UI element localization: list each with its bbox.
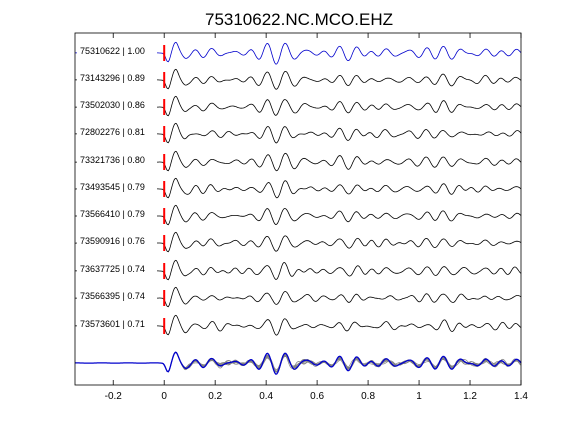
trace-label-bg-10	[77, 290, 157, 302]
x-tick-label: 1.2	[463, 391, 477, 402]
trace-label-11: 73573601 | 0.71	[80, 319, 145, 329]
axes-layer: -0.2 0 0.2 0.4 0.6 0.8 1 1.2 1.4	[74, 32, 528, 402]
x-tick-label: 0.6	[310, 391, 324, 402]
trace-label-bg-11	[77, 318, 157, 330]
trace-label-bg-3	[77, 99, 157, 111]
chart-title: 75310622.NC.MCO.EHZ	[205, 10, 393, 29]
overlay-trace-5	[75, 351, 522, 373]
overlay-trace-2	[75, 351, 522, 373]
trace-label-8: 73590916 | 0.76	[80, 236, 145, 246]
trace-label-bg-5	[77, 154, 157, 166]
overlay-trace-1	[75, 351, 522, 375]
trace-labels-layer: 75310622 | 1.00 73143296 | 0.89 73502030 |…	[77, 45, 157, 330]
x-tick-label: 0.4	[259, 391, 273, 402]
trace-label-10: 73566395 | 0.74	[80, 291, 145, 301]
trace-label-bg-7	[77, 208, 157, 220]
x-tick-label: 0.2	[208, 391, 222, 402]
trace-label-2: 73143296 | 0.89	[80, 73, 145, 83]
trace-label-4: 72802276 | 0.81	[80, 127, 145, 137]
x-tick-label: 1	[416, 391, 422, 402]
trace-label-1: 75310622 | 1.00	[80, 46, 145, 56]
trace-label-bg-1	[77, 45, 157, 57]
trace-label-bg-6	[77, 181, 157, 193]
overlay-trace-9	[75, 351, 522, 373]
trace-label-9: 73637725 | 0.74	[80, 264, 145, 274]
trace-label-5: 73321736 | 0.80	[80, 155, 145, 165]
overlay-trace-4	[75, 351, 522, 373]
overlay-trace-6	[75, 351, 522, 373]
x-tick-label: -0.2	[105, 391, 123, 402]
x-tick-label: 0	[161, 391, 167, 402]
trace-label-bg-2	[77, 72, 157, 84]
overlay-trace-11	[75, 351, 522, 373]
trace-label-6: 73493545 | 0.79	[80, 182, 145, 192]
trace-label-7: 73566410 | 0.79	[80, 209, 145, 219]
trace-label-3: 73502030 | 0.86	[80, 100, 145, 110]
trace-label-bg-9	[77, 263, 157, 275]
x-tick-label: 1.4	[514, 391, 528, 402]
trace-label-bg-8	[77, 235, 157, 247]
x-tick-label: 0.8	[361, 391, 375, 402]
plot-frame	[74, 32, 522, 386]
trace-label-bg-4	[77, 126, 157, 138]
